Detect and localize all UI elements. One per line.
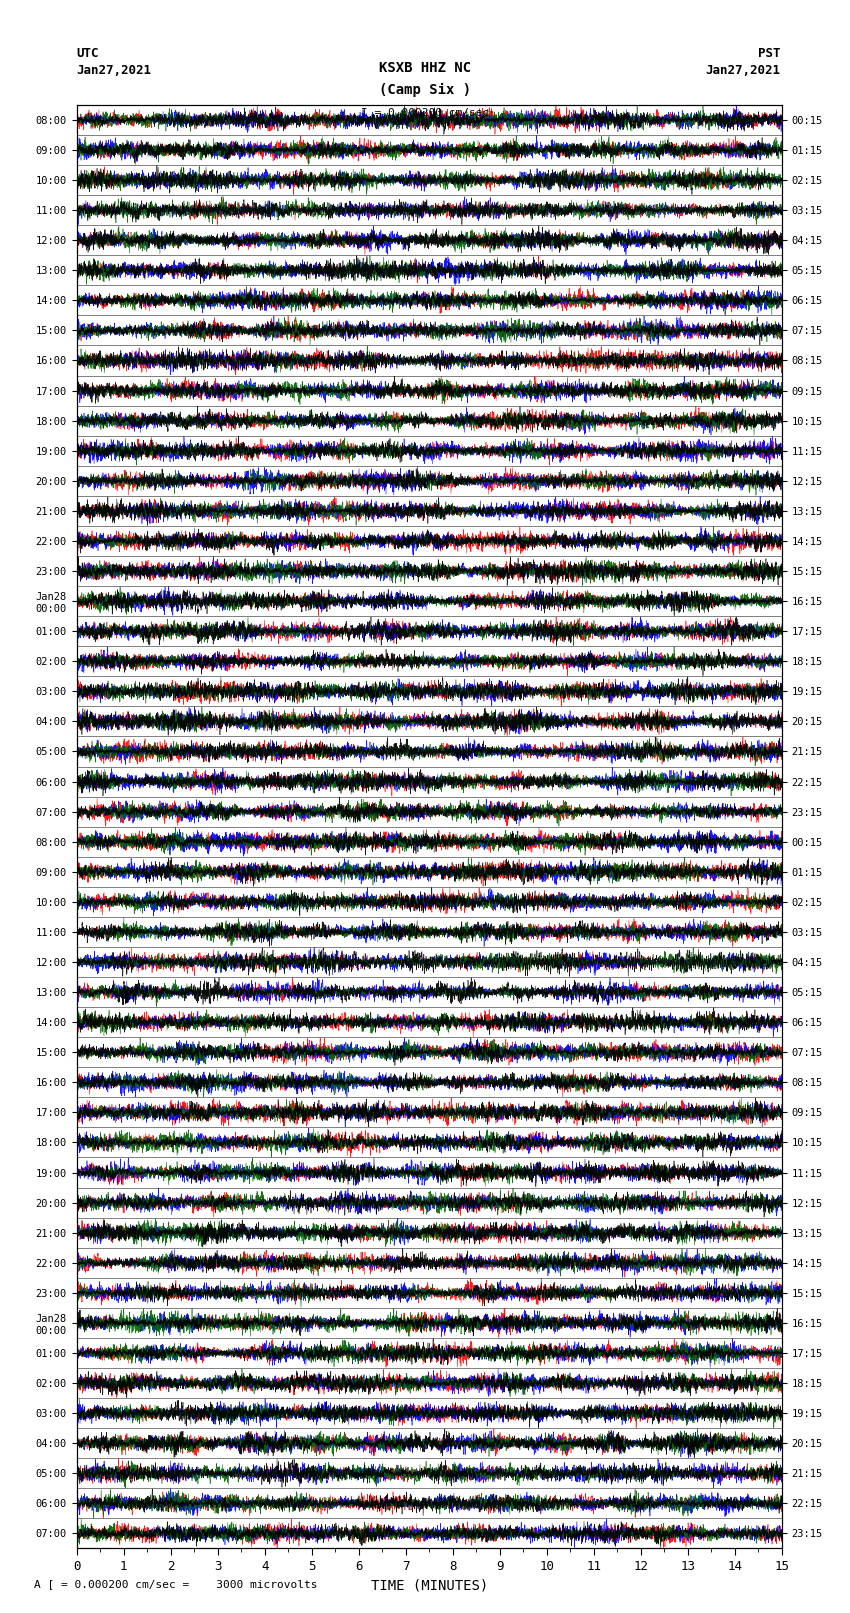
Text: (Camp Six ): (Camp Six ) (379, 82, 471, 97)
Text: I = 0.000200 cm/sec: I = 0.000200 cm/sec (361, 108, 489, 118)
Text: Jan27,2021: Jan27,2021 (706, 65, 780, 77)
Text: UTC: UTC (76, 47, 99, 60)
Text: PST: PST (758, 47, 780, 60)
Text: Jan27,2021: Jan27,2021 (76, 65, 151, 77)
X-axis label: TIME (MINUTES): TIME (MINUTES) (371, 1579, 488, 1594)
Text: A [ = 0.000200 cm/sec =    3000 microvolts: A [ = 0.000200 cm/sec = 3000 microvolts (34, 1579, 318, 1589)
Text: KSXB HHZ NC: KSXB HHZ NC (379, 61, 471, 76)
